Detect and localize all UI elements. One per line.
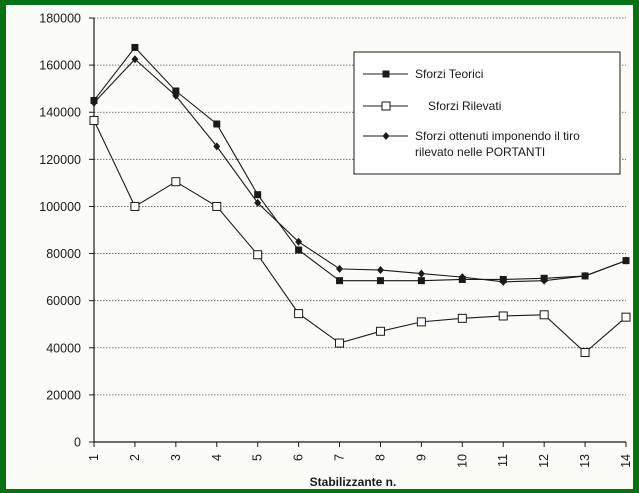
x-tick-label: 11 bbox=[496, 454, 510, 467]
series-line bbox=[93, 120, 627, 354]
point-filled-square bbox=[131, 43, 139, 51]
point-open-square bbox=[212, 201, 222, 211]
legend-label: Sforzi Rilevati bbox=[428, 99, 501, 113]
point-filled-diamond bbox=[581, 271, 589, 280]
point-open-square bbox=[457, 313, 467, 323]
x-tick-label: 1 bbox=[87, 454, 101, 461]
legend-box bbox=[353, 51, 621, 175]
legend-label: Sforzi ottenuti imponendo il tiro bbox=[415, 129, 580, 143]
x-tick-label: 9 bbox=[414, 454, 428, 461]
point-open-square bbox=[539, 310, 549, 320]
x-tick-label: 10 bbox=[455, 454, 469, 468]
series-3 bbox=[90, 55, 630, 286]
series bbox=[89, 43, 631, 357]
y-tick-label: 180000 bbox=[39, 12, 81, 26]
x-axis-label: Stabilizzante n. bbox=[310, 475, 397, 489]
point-filled-square bbox=[376, 277, 384, 285]
legend: Sforzi Teorici Sforzi Rilevati Sforzi otte… bbox=[353, 51, 621, 175]
y-tick-label: 40000 bbox=[46, 341, 81, 355]
point-filled-diamond bbox=[417, 269, 425, 278]
point-filled-diamond bbox=[382, 132, 390, 140]
point-filled-square bbox=[336, 277, 344, 285]
point-filled-diamond bbox=[213, 142, 221, 151]
series-line bbox=[93, 46, 627, 282]
point-filled-diamond bbox=[131, 55, 139, 64]
point-filled-diamond bbox=[295, 237, 303, 246]
point-filled-diamond bbox=[622, 256, 630, 265]
point-filled-diamond bbox=[90, 98, 98, 107]
point-open-square bbox=[335, 338, 345, 348]
x-tick-label: 3 bbox=[169, 454, 183, 461]
x-tick-label: 2 bbox=[128, 454, 142, 461]
y-tick-label: 60000 bbox=[46, 294, 81, 308]
y-tick-label: 160000 bbox=[39, 59, 81, 73]
point-open-square bbox=[416, 317, 426, 327]
x-tick-label: 13 bbox=[578, 454, 592, 468]
series-line bbox=[93, 58, 627, 283]
x-tick-label: 6 bbox=[292, 454, 306, 461]
point-filled-square bbox=[382, 70, 390, 78]
y-tick-label: 20000 bbox=[46, 388, 81, 402]
point-open-square bbox=[375, 326, 385, 336]
legend-label: Sforzi Teorici bbox=[415, 67, 483, 81]
point-filled-square bbox=[417, 277, 425, 285]
point-filled-diamond bbox=[172, 91, 180, 100]
axes: 0 20000 40000 60000 80000 100000 120000 140000 1… bbox=[39, 12, 633, 468]
y-tick-label: 0 bbox=[74, 436, 81, 450]
x-tick-label: 7 bbox=[333, 454, 347, 461]
point-filled-diamond bbox=[376, 266, 384, 275]
y-tick-label: 100000 bbox=[39, 200, 81, 214]
point-open-square bbox=[621, 312, 631, 322]
legend-label: rilevato nelle PORTANTI bbox=[415, 145, 545, 159]
point-filled-diamond bbox=[499, 277, 507, 286]
x-tick-label: 14 bbox=[619, 454, 633, 468]
x-tick-label: 8 bbox=[373, 454, 387, 461]
point-open-square bbox=[253, 250, 263, 260]
point-open-square bbox=[498, 311, 508, 321]
point-filled-diamond bbox=[336, 264, 344, 273]
series-2 bbox=[89, 115, 631, 357]
point-open-square bbox=[89, 115, 99, 125]
point-filled-square bbox=[254, 191, 262, 199]
x-tick-label: 12 bbox=[537, 454, 551, 468]
point-open-square bbox=[171, 177, 181, 187]
y-tick-label: 120000 bbox=[39, 153, 81, 167]
point-filled-square bbox=[295, 246, 303, 254]
x-tick-label: 5 bbox=[251, 454, 265, 461]
point-open-square bbox=[381, 101, 391, 111]
point-open-square bbox=[130, 201, 140, 211]
point-filled-square bbox=[213, 120, 221, 128]
point-filled-diamond bbox=[254, 198, 262, 207]
point-filled-square bbox=[172, 87, 180, 95]
x-tick-label: 4 bbox=[210, 454, 224, 461]
point-open-square bbox=[294, 309, 304, 319]
point-filled-diamond bbox=[540, 276, 548, 285]
y-tick-label: 140000 bbox=[39, 106, 81, 120]
y-tick-label: 80000 bbox=[46, 247, 81, 261]
point-filled-diamond bbox=[458, 273, 466, 282]
point-open-square bbox=[580, 347, 590, 357]
